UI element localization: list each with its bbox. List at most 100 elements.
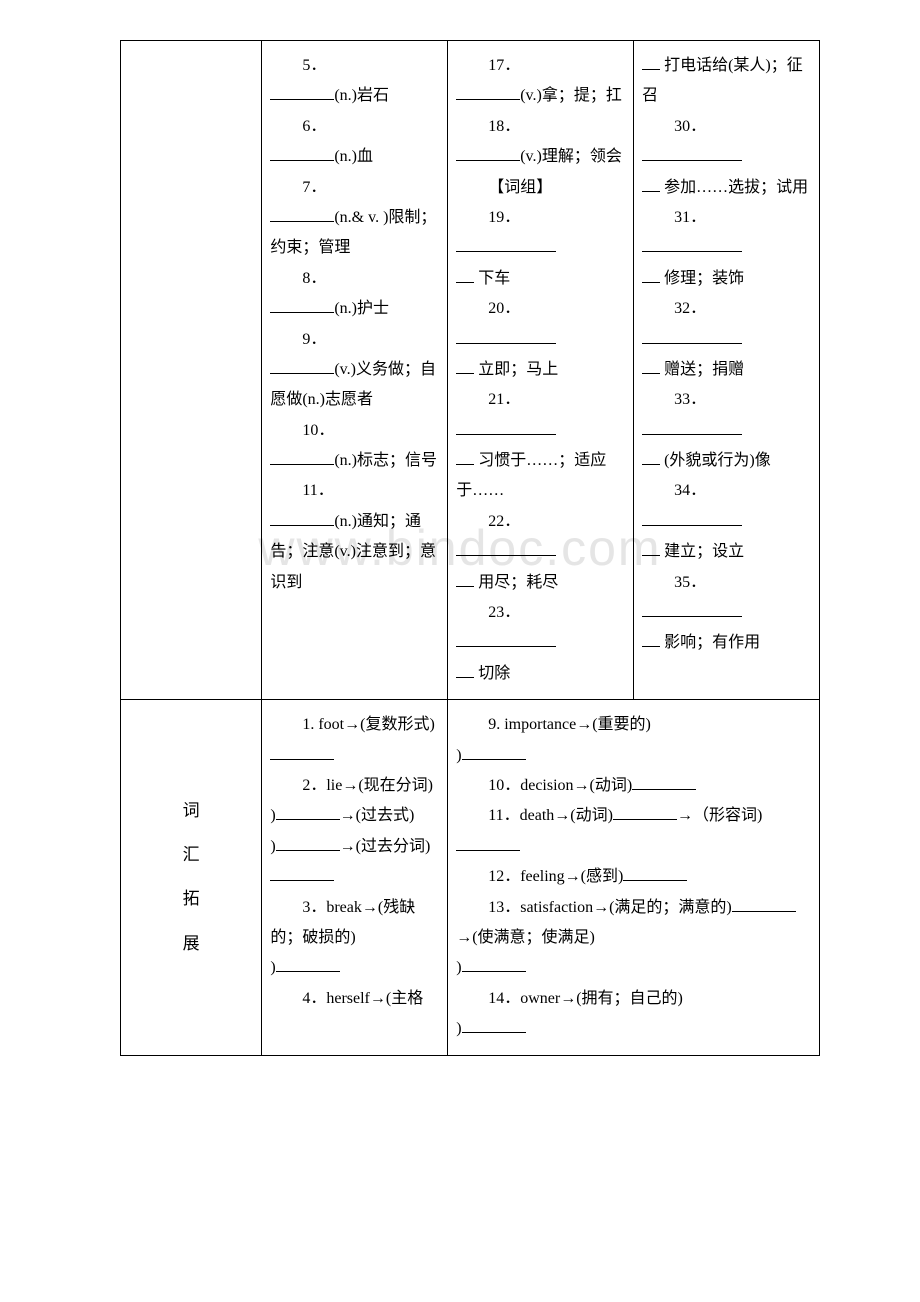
blank bbox=[456, 419, 556, 434]
item-text: →(过去式) bbox=[340, 807, 415, 824]
blank bbox=[270, 450, 334, 465]
item-num: 23． bbox=[488, 604, 520, 621]
item-num: 21． bbox=[488, 391, 520, 408]
blank bbox=[642, 510, 742, 525]
item-text: →(过去分词) bbox=[340, 838, 431, 855]
blank bbox=[456, 450, 474, 465]
item-num: 10． bbox=[302, 422, 334, 439]
item-num: 5． bbox=[302, 57, 326, 74]
item-text: 10．decision→(动词) bbox=[488, 777, 632, 794]
item-num: 11． bbox=[302, 482, 333, 499]
item-num: 6． bbox=[302, 118, 326, 135]
blank bbox=[632, 775, 696, 790]
item-text: 建立；设立 bbox=[664, 543, 744, 560]
blank bbox=[276, 805, 340, 820]
blank bbox=[456, 835, 520, 850]
blank bbox=[642, 632, 660, 647]
blank bbox=[270, 359, 334, 374]
item-num: 33． bbox=[674, 391, 706, 408]
blank bbox=[642, 359, 660, 374]
blank bbox=[270, 146, 334, 161]
item-text: 下车 bbox=[478, 270, 510, 287]
blank bbox=[456, 328, 556, 343]
sidebar-char: 词 bbox=[129, 795, 253, 827]
blank bbox=[462, 1018, 526, 1033]
item-text: (v.)理解；领会 bbox=[520, 148, 622, 165]
blank bbox=[642, 176, 660, 191]
col-c: 打电话给(某人)；征召 30． 参加……选拔；试用 31． 修理；装饰 32． … bbox=[634, 41, 820, 700]
item-num: 17． bbox=[488, 57, 520, 74]
item-num: 18． bbox=[488, 118, 520, 135]
item-text: (v.)拿；提；扛 bbox=[520, 87, 622, 104]
item-num: 22． bbox=[488, 513, 520, 530]
item-num: 7． bbox=[302, 179, 326, 196]
item-text: 9. importance→(重要的) bbox=[488, 716, 651, 733]
item-text: →(使满意；使满足) bbox=[456, 929, 595, 946]
blank bbox=[642, 267, 660, 282]
vocab-table: 5． (n.)岩石 6． (n.)血 7． (n.& v. )限制；约束；管理 … bbox=[120, 40, 820, 1056]
empty-sidebar-cell bbox=[121, 41, 262, 700]
item-text: 1. foot→(复数形式) bbox=[302, 716, 434, 733]
item-num: 34． bbox=[674, 482, 706, 499]
item-num: 32． bbox=[674, 300, 706, 317]
sidebar-char: 展 bbox=[129, 928, 253, 960]
item-num: 31． bbox=[674, 209, 706, 226]
item-text: →（形容词) bbox=[677, 807, 762, 824]
item-text: 习惯于……；适应于…… bbox=[456, 452, 606, 499]
blank bbox=[642, 55, 660, 70]
item-text: 13．satisfaction→(满足的；满意的) bbox=[488, 899, 732, 916]
blank bbox=[642, 541, 660, 556]
item-text: 影响；有作用 bbox=[664, 634, 760, 651]
table-row: 词 汇 拓 展 1. foot→(复数形式) 2．lie→(现在分词) )→(过… bbox=[121, 700, 820, 1055]
col-a: 5． (n.)岩石 6． (n.)血 7． (n.& v. )限制；约束；管理 … bbox=[262, 41, 448, 700]
item-text: (n.)血 bbox=[334, 148, 373, 165]
item-text: 4．herself→(主格 bbox=[302, 990, 423, 1007]
item-text: (n.)岩石 bbox=[334, 87, 389, 104]
blank bbox=[456, 237, 556, 252]
item-text: 参加……选拔；试用 bbox=[664, 179, 808, 196]
blank bbox=[456, 85, 520, 100]
item-text: (n.)护士 bbox=[334, 300, 389, 317]
section-head: 【词组】 bbox=[456, 173, 625, 203]
blank bbox=[732, 896, 796, 911]
blank bbox=[642, 328, 742, 343]
item-text: 赠送；捐赠 bbox=[664, 361, 744, 378]
item-text: 12．feeling→(感到) bbox=[488, 868, 623, 885]
sidebar-char: 汇 bbox=[129, 839, 253, 871]
blank bbox=[456, 571, 474, 586]
blank bbox=[276, 835, 340, 850]
item-num: 8． bbox=[302, 270, 326, 287]
table-row: 5． (n.)岩石 6． (n.)血 7． (n.& v. )限制；约束；管理 … bbox=[121, 41, 820, 700]
blank bbox=[642, 450, 660, 465]
blank bbox=[270, 298, 334, 313]
item-text: 14．owner→(拥有；自己的) bbox=[488, 990, 683, 1007]
blank bbox=[456, 359, 474, 374]
item-num: 20． bbox=[488, 300, 520, 317]
blank bbox=[456, 146, 520, 161]
item-num: 19． bbox=[488, 209, 520, 226]
blank bbox=[613, 805, 677, 820]
item-text: 打电话给(某人)；征召 bbox=[642, 57, 803, 104]
item-text: (n.)标志；信号 bbox=[334, 452, 437, 469]
item-text: 2．lie→(现在分词) bbox=[302, 777, 433, 794]
blank bbox=[462, 957, 526, 972]
item-text: 立即；马上 bbox=[478, 361, 558, 378]
blank bbox=[642, 237, 742, 252]
item-text: 修理；装饰 bbox=[664, 270, 744, 287]
blank bbox=[642, 146, 742, 161]
blank bbox=[270, 85, 334, 100]
item-num: 35． bbox=[674, 574, 706, 591]
blank bbox=[276, 957, 340, 972]
item-text: 用尽；耗尽 bbox=[478, 574, 558, 591]
blank bbox=[270, 744, 334, 759]
blank bbox=[642, 419, 742, 434]
item-text: 切除 bbox=[478, 665, 510, 682]
item-text: (外貌或行为)像 bbox=[664, 452, 771, 469]
blank bbox=[456, 632, 556, 647]
col-b: 17． (v.)拿；提；扛 18． (v.)理解；领会 【词组】 19． 下车 … bbox=[448, 41, 634, 700]
blank bbox=[462, 744, 526, 759]
item-num: 9． bbox=[302, 331, 326, 348]
blank bbox=[456, 662, 474, 677]
blank bbox=[456, 267, 474, 282]
item-text: 3．break→(残缺的；破损的) bbox=[270, 899, 415, 946]
